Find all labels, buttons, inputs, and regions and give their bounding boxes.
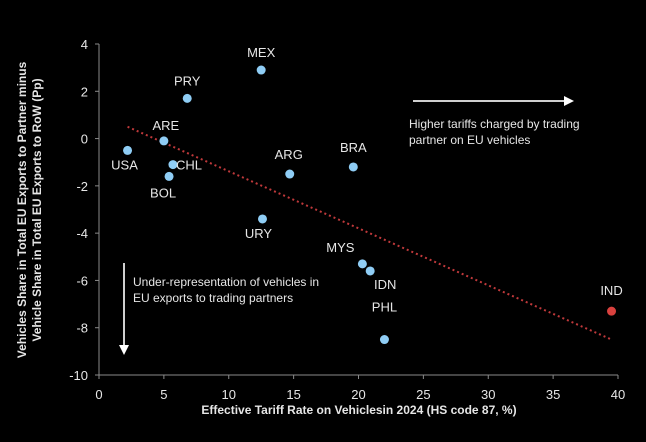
data-label-ind: IND: [600, 283, 622, 298]
data-label-mys: MYS: [326, 240, 355, 255]
annotation-under-representation: Under-representation of vehicles in EU e…: [133, 275, 320, 305]
y-tick-label: 2: [81, 84, 88, 99]
y-tick-label: -4: [76, 226, 88, 241]
data-point-mys: [357, 259, 367, 269]
data-point-pry: [182, 93, 192, 103]
x-tick-label: 15: [286, 387, 300, 402]
data-label-usa: USA: [111, 157, 138, 172]
data-label-ury: URY: [245, 226, 273, 241]
data-label-pry: PRY: [174, 73, 201, 88]
trendline-group: [127, 125, 612, 341]
data-point-ury: [257, 214, 267, 224]
data-point-bol: [164, 171, 174, 181]
data-point-arg: [285, 169, 295, 179]
y-tick-label: -2: [76, 179, 88, 194]
x-axis-label: Effective Tariff Rate on Vehiclesin 2024…: [201, 403, 517, 417]
data-label-are: ARE: [153, 118, 180, 133]
y-axis-label: Vehicles Share in Total EU Exports to Pa…: [15, 61, 44, 359]
data-label-arg: ARG: [275, 147, 303, 162]
data-label-bol: BOL: [150, 185, 176, 200]
y-tick-label: 4: [81, 37, 88, 52]
x-tick-label: 40: [611, 387, 625, 402]
x-tick-label: 35: [546, 387, 560, 402]
data-point-usa: [123, 145, 133, 155]
data-label-bra: BRA: [340, 140, 367, 155]
down-arrowhead-icon: [119, 345, 129, 355]
y-tick-label: -8: [76, 321, 88, 336]
data-label-idn: IDN: [374, 277, 396, 292]
annotation-arrows: [119, 96, 574, 355]
data-point-are: [159, 136, 169, 146]
right-arrowhead-icon: [564, 96, 574, 106]
data-label-chl: CHL: [176, 158, 202, 173]
x-tick-label: 20: [351, 387, 365, 402]
x-tick-label: 0: [95, 387, 102, 402]
axes: 420-2-4-6-8-100 5 10 15 20 25 30 35 40: [69, 37, 625, 402]
trendline: [127, 125, 612, 341]
data-point-idn: [365, 266, 375, 276]
y-tick-label: 0: [81, 132, 88, 147]
x-tick-label: 10: [222, 387, 236, 402]
x-tick-label: 5: [160, 387, 167, 402]
y-tick-label: -10: [69, 368, 88, 383]
annotation-higher-tariffs: Higher tariffs charged by trading partne…: [409, 117, 580, 147]
x-tick-label: 25: [416, 387, 430, 402]
data-label-mex: MEX: [247, 45, 276, 60]
data-label-phl: PHL: [372, 300, 397, 315]
data-point-chl: [168, 160, 178, 170]
y-tick-label: -6: [76, 273, 88, 288]
data-point-phl: [379, 335, 389, 345]
data-point-bra: [348, 162, 358, 172]
data-point-ind: [607, 306, 617, 316]
x-tick-label: 30: [481, 387, 495, 402]
data-point-mex: [256, 65, 266, 75]
y-axis-label-wrap: Vehicles Share in Total EU Exports to Pa…: [10, 60, 50, 360]
